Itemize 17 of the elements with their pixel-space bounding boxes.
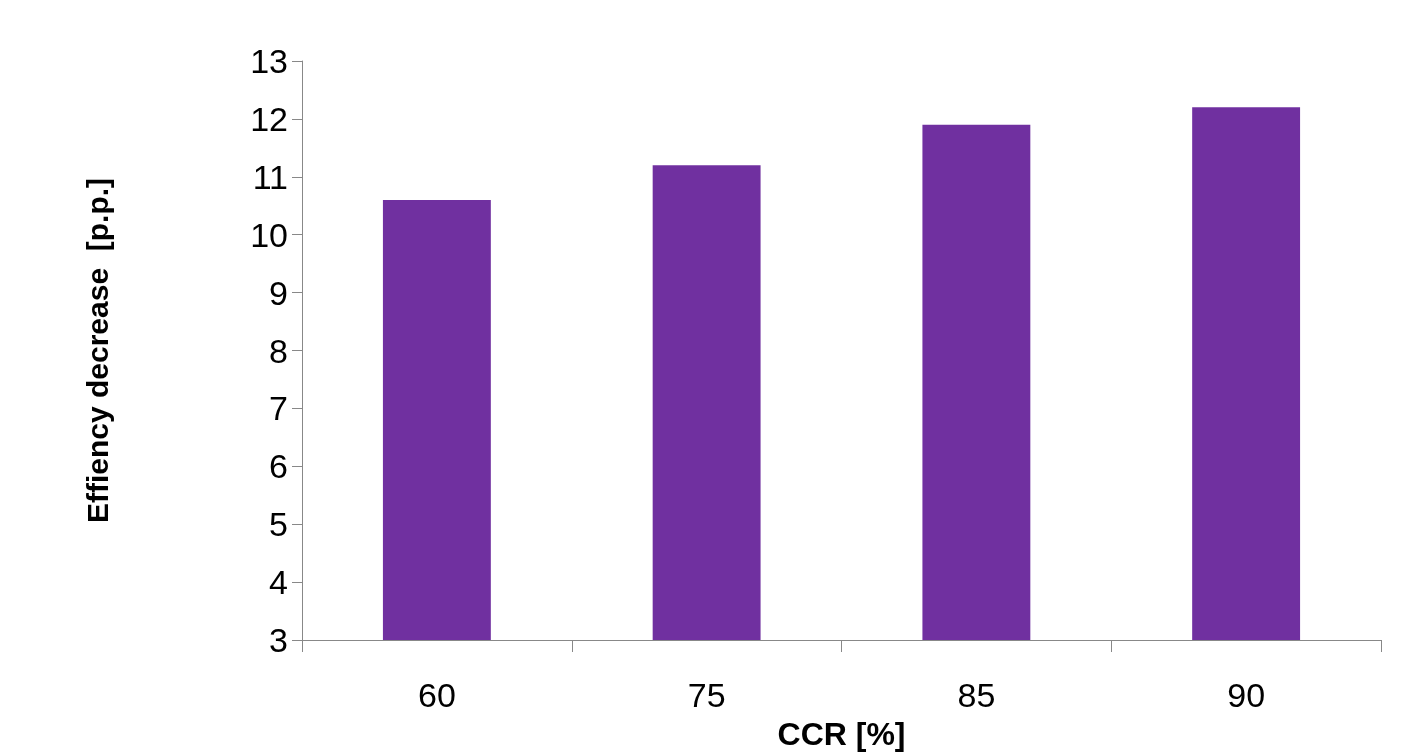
x-axis-title: CCR [%] <box>777 716 906 752</box>
x-tick-label: 75 <box>687 676 726 714</box>
y-tick-label: 12 <box>250 99 288 138</box>
y-tick-label: 10 <box>250 215 288 254</box>
y-tick-label: 13 <box>250 42 288 80</box>
y-tick-label: 6 <box>269 447 288 486</box>
y-tick-label: 8 <box>269 331 288 370</box>
x-tick-label: 85 <box>957 676 996 714</box>
y-tick-label: 3 <box>269 621 288 659</box>
y-tick-label: 7 <box>269 389 288 428</box>
x-tick-label: 60 <box>417 676 456 714</box>
y-tick-label: 9 <box>269 273 288 312</box>
y-axis-title: Effiency decrease [p.p.] <box>80 177 114 524</box>
y-tick-label: 11 <box>252 157 288 196</box>
y-tick-label: 4 <box>269 563 288 602</box>
x-tick-label: 90 <box>1227 676 1266 714</box>
y-tick-label: 5 <box>269 505 288 544</box>
